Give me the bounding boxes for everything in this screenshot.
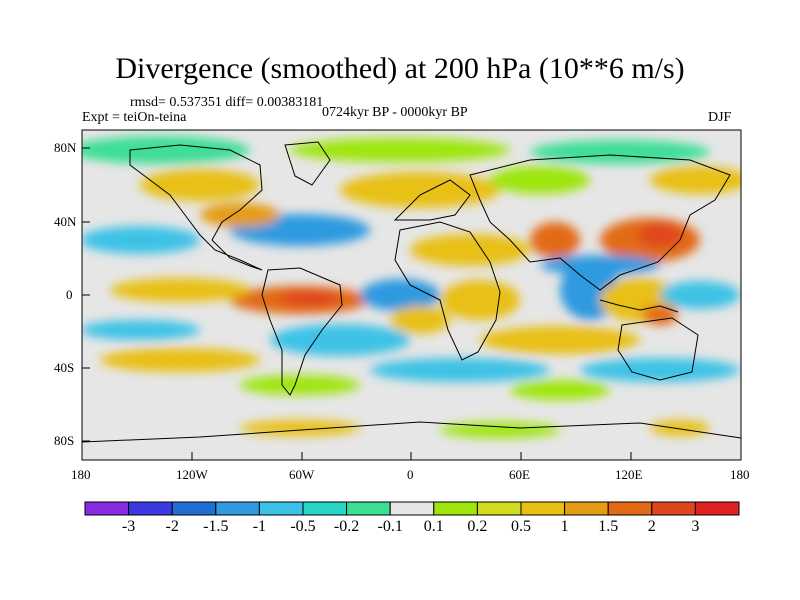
season-label: DJF [708,110,732,125]
rmsd-diff-stats: rmsd= 0.537351 diff= 0.00383181 [130,95,324,110]
lat-ticks [82,147,90,442]
lat-label-80n: 80N [54,140,77,155]
colorbar-label: 3 [691,518,700,535]
colorbar-box [258,501,304,516]
colorbar-box [171,501,217,516]
colorbar-box [433,501,478,516]
colorbar-label: -1.5 [203,518,229,535]
lon-label-120e: 120E [615,467,643,482]
period-label: 0724kyr BP - 0000kyr BP [322,105,468,120]
lon-label-120w: 120W [176,467,208,482]
colorbar-label: -0.2 [333,518,360,535]
colorbar-box [607,501,653,516]
colorbar-label: 0.5 [511,518,531,535]
colorbar-label: 0.1 [423,518,444,535]
colorbar-box [84,501,130,516]
colorbar-box [564,501,609,516]
lon-label-180e: 180 [730,467,750,482]
coastlines [82,141,741,443]
colorbar-label: -1 [252,518,267,535]
colorbar-box [346,501,391,516]
colorbar-label: 0.2 [467,518,488,535]
colorbar-label: -3 [121,518,136,535]
map-title: Divergence (smoothed) at 200 hPa (10**6 … [115,52,685,85]
lon-label-180w: 180 [71,467,91,482]
colorbar-label: -0.5 [290,518,316,535]
colorbar-label: -2 [165,518,179,535]
lon-label-60e: 60E [509,467,530,482]
colorbar-box [215,501,260,516]
colorbar-box [302,501,348,516]
colorbar-box [520,501,566,516]
colorbar-box [128,501,173,516]
lat-label-40s: 40S [54,360,75,375]
colorbar-label: 1 [560,518,569,535]
colorbar-box [651,501,696,516]
colorbar-label: -0.1 [377,518,403,535]
colorbar-box [476,501,522,516]
colorbar-box [694,501,740,516]
lat-label-0: 0 [66,287,73,302]
experiment-label: Expt = teiOn-teina [82,110,187,125]
colorbar-label: 1.5 [598,518,619,535]
divergence-field [82,130,741,460]
lat-label-80s: 80S [54,433,75,448]
colorbar-label: 2 [647,518,656,535]
lat-label-40n: 40N [54,214,77,229]
lon-ticks [81,452,742,460]
colorbar-box [389,501,435,516]
lon-label-60w: 60W [289,467,315,482]
colorbar [84,501,740,516]
lon-label-0: 0 [407,467,414,482]
